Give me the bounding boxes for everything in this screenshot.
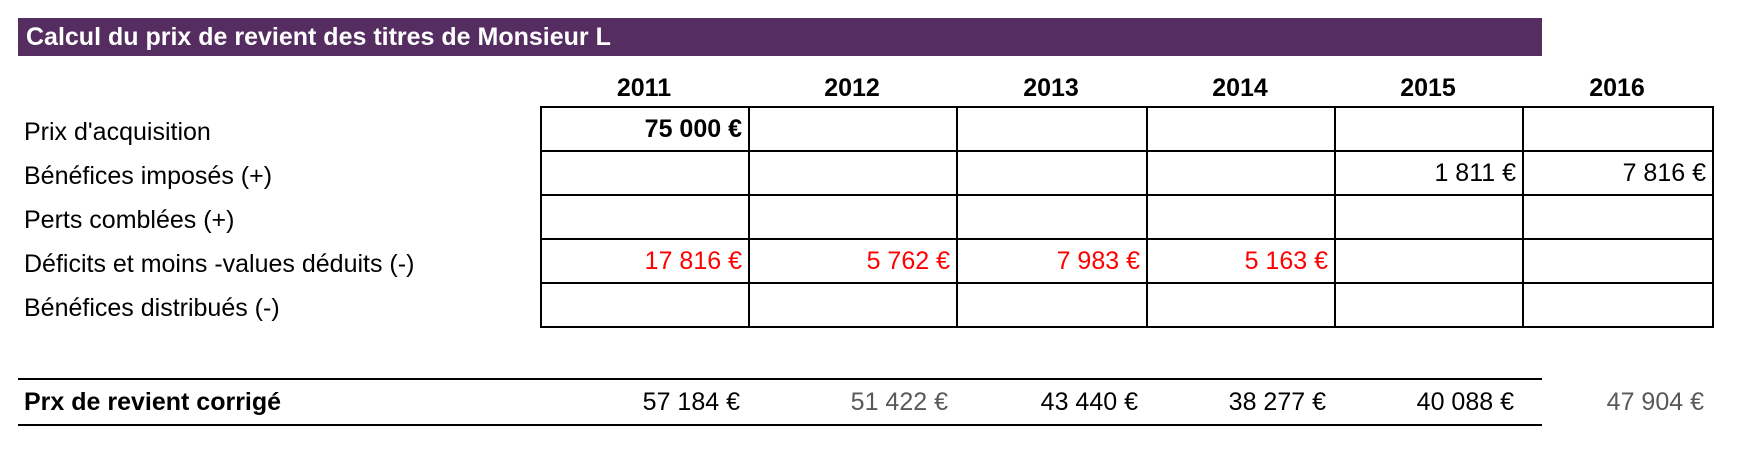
cell-deficits-2016[interactable]: [1522, 238, 1714, 284]
cell-benefices-imposes-2013[interactable]: [956, 150, 1148, 196]
cell-acquisition-2016[interactable]: [1522, 106, 1714, 152]
cell-deficits-2012[interactable]: 5 762 €: [748, 238, 958, 284]
cell-benefices-imposes-2015[interactable]: 1 811 €: [1334, 150, 1524, 196]
total-value-2015[interactable]: 40 088 €: [1416, 388, 1514, 416]
cell-deficits-2014[interactable]: 5 163 €: [1146, 238, 1336, 284]
cell-acquisition-2015[interactable]: [1334, 106, 1524, 152]
cell-pertes-comblees-2016[interactable]: [1522, 194, 1714, 240]
cell-benefices-distribues-2016[interactable]: [1522, 282, 1714, 328]
cell-benefices-distribues-2012[interactable]: [748, 282, 958, 328]
total-bottom-border: [18, 424, 1542, 426]
cell-pertes-comblees-2013[interactable]: [956, 194, 1148, 240]
total-value-2011[interactable]: 57 184 €: [642, 388, 740, 416]
table-row: 17 816 € 5 762 € 7 983 € 5 163 €: [540, 238, 1714, 284]
cell-deficits-2015[interactable]: [1334, 238, 1524, 284]
cell-acquisition-2014[interactable]: [1146, 106, 1336, 152]
cell-benefices-imposes-2012[interactable]: [748, 150, 958, 196]
cell-benefices-distribues-2013[interactable]: [956, 282, 1148, 328]
cell-acquisition-2013[interactable]: [956, 106, 1148, 152]
cell-benefices-distribues-2011[interactable]: [540, 282, 750, 328]
year-header-2012: 2012: [824, 74, 880, 102]
cell-benefices-imposes-2011[interactable]: [540, 150, 750, 196]
cell-acquisition-2011[interactable]: 75 000 €: [540, 106, 750, 152]
total-value-2014[interactable]: 38 277 €: [1228, 388, 1326, 416]
cell-benefices-imposes-2016[interactable]: 7 816 €: [1522, 150, 1714, 196]
total-label: Prx de revient corrigé: [24, 388, 282, 416]
cell-benefices-distribues-2014[interactable]: [1146, 282, 1336, 328]
total-value-2012[interactable]: 51 422 €: [850, 388, 948, 416]
total-value-2013[interactable]: 43 440 €: [1040, 388, 1138, 416]
cell-pertes-comblees-2012[interactable]: [748, 194, 958, 240]
year-header-2015: 2015: [1400, 74, 1456, 102]
cell-pertes-comblees-2014[interactable]: [1146, 194, 1336, 240]
data-grid: 75 000 € 1 811 € 7 816 € 17 816 € 5 762 …: [540, 106, 1714, 328]
cell-deficits-2011[interactable]: 17 816 €: [540, 238, 750, 284]
sheet-title: Calcul du prix de revient des titres de …: [18, 18, 1542, 56]
row-label-deficits: Déficits et moins -values déduits (-): [24, 250, 415, 278]
cell-benefices-distribues-2015[interactable]: [1334, 282, 1524, 328]
total-top-border: [18, 378, 1542, 380]
row-label-pertes-comblees: Perts comblées (+): [24, 206, 235, 234]
year-header-2016: 2016: [1589, 74, 1645, 102]
table-row: 75 000 €: [540, 106, 1714, 152]
row-label-acquisition: Prix d'acquisition: [24, 118, 211, 146]
cell-benefices-imposes-2014[interactable]: [1146, 150, 1336, 196]
total-value-2016[interactable]: 47 904 €: [1606, 388, 1704, 416]
cell-pertes-comblees-2011[interactable]: [540, 194, 750, 240]
row-label-benefices-imposes: Bénéfices imposés (+): [24, 162, 273, 190]
year-header-2011: 2011: [616, 74, 672, 102]
table-row: [540, 194, 1714, 240]
cell-acquisition-2012[interactable]: [748, 106, 958, 152]
table-row: 1 811 € 7 816 €: [540, 150, 1714, 196]
row-label-benefices-distribues: Bénéfices distribués (-): [24, 294, 280, 322]
year-header-2014: 2014: [1212, 74, 1268, 102]
table-row: [540, 282, 1714, 328]
year-header-2013: 2013: [1023, 74, 1079, 102]
cell-pertes-comblees-2015[interactable]: [1334, 194, 1524, 240]
cell-deficits-2013[interactable]: 7 983 €: [956, 238, 1148, 284]
